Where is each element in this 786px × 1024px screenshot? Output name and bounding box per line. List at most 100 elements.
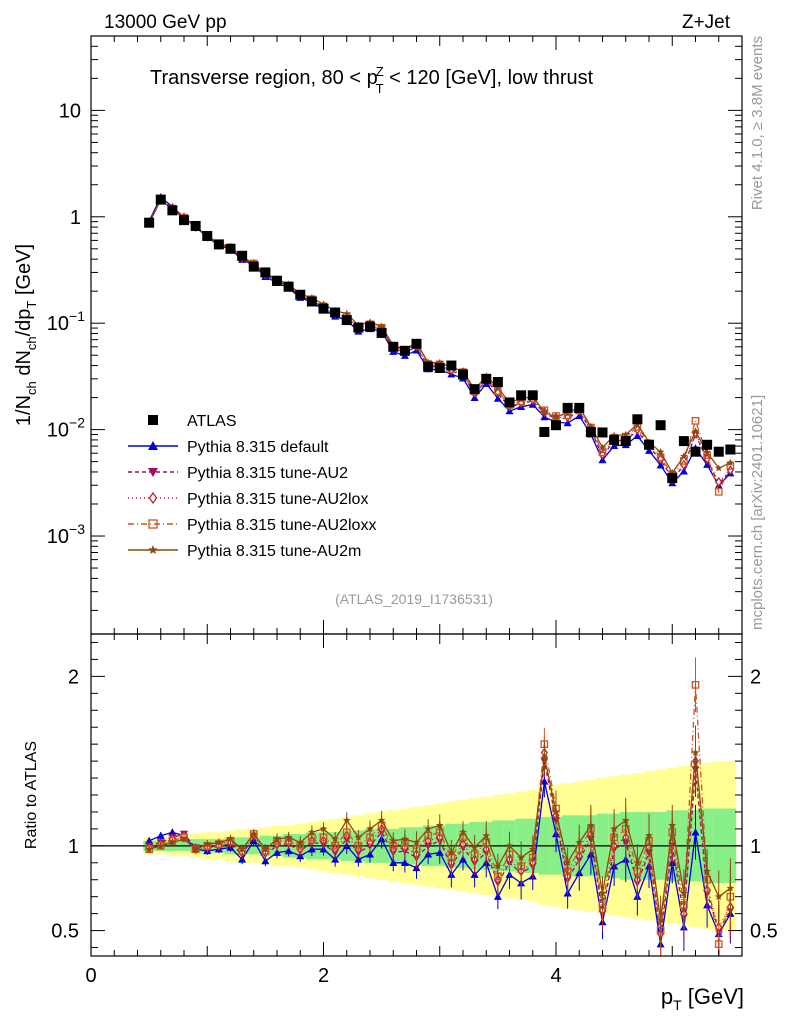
ratio-point-pythia-8-315-tune-au2m: [238, 845, 246, 853]
series-point-pythia-8-315-default: [679, 467, 688, 475]
ratio-point-pythia-8-315-tune-au2m: [215, 838, 223, 846]
ratio-point-pythia-8-315-tune-au2m: [377, 816, 386, 824]
series-point-pythia-8-315-tune-au2m: [621, 430, 630, 438]
series-point-pythia-8-315-default: [656, 461, 665, 469]
ratio-point-pythia-8-315-tune-au2loxx: [691, 680, 700, 689]
atlas-data-point: [411, 338, 422, 349]
series-point-pythia-8-315-tune-au2m: [552, 412, 560, 420]
legend-marker: [148, 441, 158, 450]
ratio-tick-label-right: 2: [750, 666, 761, 688]
ratio-point-pythia-8-315-tune-au2loxx: [714, 940, 723, 948]
atlas-data-point: [260, 267, 271, 278]
ratio-point-pythia-8-315-tune-au2m: [296, 838, 305, 846]
series-point-pythia-8-315-tune-au2lox: [598, 449, 607, 460]
atlas-data-point: [632, 414, 643, 425]
atlas-data-point: [376, 327, 387, 338]
ratio-tick-label-left: 2: [68, 666, 79, 688]
atlas-data-point: [225, 243, 236, 254]
ratio-tick-label-right: 0.5: [750, 921, 778, 943]
series-point-pythia-8-315-tune-au2m: [377, 322, 386, 330]
atlas-data-point: [272, 275, 282, 286]
atlas-data-point: [469, 384, 480, 395]
y-tick-label: 10−2: [47, 415, 85, 442]
atlas-data-point: [527, 390, 538, 401]
legend-atlas-marker: [148, 415, 158, 425]
y-tick-label: 1: [70, 207, 81, 229]
legend-marker: [148, 519, 158, 529]
ratio-axis-ticks: 0.5 0.5 1 1 2 2: [51, 641, 778, 949]
ratio-point-pythia-8-315-tune-au2m: [703, 867, 711, 875]
ratio-point-pythia-8-315-tune-au2m: [494, 862, 502, 870]
y-tick-label: 10−1: [47, 308, 85, 335]
series-point-pythia-8-315-tune-au2m: [656, 448, 665, 456]
legend-label: Pythia 8.315 tune-AU2m: [187, 543, 361, 560]
series-point-pythia-8-315-tune-au2loxx: [691, 416, 700, 425]
series-point-pythia-8-315-default: [493, 394, 502, 402]
series-point-pythia-8-315-default: [703, 460, 712, 468]
atlas-data-point: [423, 361, 434, 372]
ratio-point-pythia-8-315-tune-au2m: [319, 824, 328, 833]
ratio-point-pythia-8-315-tune-au2m: [587, 821, 595, 829]
ratio-point-pythia-8-315-default: [156, 831, 165, 839]
legend: ATLAS Pythia 8.315 default Pythia 8.315 tu…: [128, 413, 376, 560]
atlas-data-group: [144, 194, 736, 484]
ratio-point-pythia-8-315-default: [261, 857, 270, 865]
atlas-data-point: [492, 377, 503, 388]
ratio-tick-label-right: 1: [750, 836, 761, 858]
ratio-point-pythia-8-315-tune-au2m: [726, 884, 735, 892]
process-label: Z+Jet: [682, 12, 731, 33]
legend-label: Pythia 8.315 default: [187, 439, 329, 456]
atlas-data-point: [202, 230, 213, 241]
rivet-label: Rivet 4.1.0, ≥ 3.8M events: [749, 36, 766, 210]
energy-label: 13000 GeV pp: [104, 12, 227, 33]
ratio-point-pythia-8-315-default: [691, 828, 700, 836]
ratio-point-pythia-8-315-default: [168, 828, 177, 836]
atlas-data-point: [597, 427, 608, 438]
ratio-point-pythia-8-315-tune-au2m: [621, 816, 630, 824]
series-point-pythia-8-315-tune-au2m: [726, 458, 735, 466]
ratio-point-pythia-8-315-default: [493, 892, 502, 900]
ratio-point-pythia-8-315-default: [435, 848, 444, 856]
atlas-data-point: [295, 289, 306, 300]
legend-marker: [148, 468, 158, 477]
atlas-data-point: [353, 322, 364, 333]
ratio-point-pythia-8-315-tune-au2m: [261, 845, 270, 853]
atlas-data-point: [585, 426, 596, 437]
ratio-point-pythia-8-315-tune-au2m: [528, 845, 537, 853]
ratio-point-pythia-8-315-tune-au2m: [284, 833, 293, 841]
ratio-point-pythia-8-315-default: [459, 855, 467, 863]
atlas-data-point: [690, 446, 701, 457]
atlas-data-point: [458, 369, 468, 380]
series-point-pythia-8-315-tune-au2lox: [657, 453, 665, 465]
ratio-point-pythia-8-315-tune-au2m: [156, 841, 165, 850]
ratio-point-pythia-8-315-tune-au2m: [342, 816, 351, 824]
ratio-point-pythia-8-315-tune-au2m: [412, 838, 421, 846]
ratio-point-pythia-8-315-tune-au2m: [691, 748, 700, 756]
ratio-point-pythia-8-315-tune-au2m: [180, 835, 188, 843]
ratio-point-pythia-8-315-tune-au2m: [424, 824, 432, 833]
ratio-line-pythia-8-315-tune-au2loxx: [148, 684, 732, 945]
x-tick-label: 2: [318, 965, 329, 987]
atlas-data-point: [237, 250, 248, 261]
ratio-point-pythia-8-315-default: [273, 848, 281, 856]
legend-atlas-label: ATLAS: [187, 413, 237, 430]
atlas-data-point: [562, 402, 573, 413]
plot-title: Transverse region, 80 < pZ T < 120 [GeV],…: [150, 64, 594, 96]
ratio-point-pythia-8-315-tune-au2m: [308, 828, 316, 836]
ratio-point-pythia-8-315-default: [145, 836, 154, 844]
ratio-point-pythia-8-315-tune-au2m: [680, 889, 688, 897]
ratio-point-pythia-8-315-tune-au2m: [249, 830, 258, 838]
atlas-data-point: [551, 420, 561, 431]
series-point-pythia-8-315-tune-au2m: [714, 464, 723, 472]
ratio-point-pythia-8-315-tune-au2m: [517, 853, 525, 861]
ratio-point-pythia-8-315-tune-au2m: [482, 831, 491, 839]
ratio-point-pythia-8-315-tune-au2m: [435, 821, 444, 829]
series-point-pythia-8-315-default: [610, 441, 619, 450]
ratio-point-pythia-8-315-tune-au2m: [656, 916, 665, 924]
x-axis-ticks: 0 2 4: [85, 36, 743, 987]
atlas-data-point: [644, 439, 654, 450]
series-point-pythia-8-315-tune-au2m: [598, 443, 607, 451]
atlas-data-point: [213, 239, 224, 250]
ratio-tick-label-left: 1: [68, 836, 79, 858]
